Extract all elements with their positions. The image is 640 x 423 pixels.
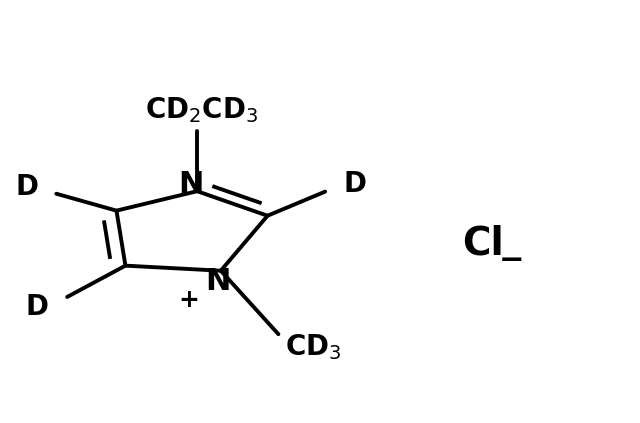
Text: D: D xyxy=(15,173,38,201)
Text: CD$_2$CD$_3$: CD$_2$CD$_3$ xyxy=(145,95,259,125)
Text: D: D xyxy=(344,170,367,198)
Text: +: + xyxy=(179,288,199,312)
Text: D: D xyxy=(26,293,49,321)
Text: CD$_3$: CD$_3$ xyxy=(285,332,342,362)
Text: N: N xyxy=(205,267,230,296)
Text: N: N xyxy=(178,170,204,198)
Text: Cl: Cl xyxy=(462,224,504,262)
Text: −: − xyxy=(499,246,525,275)
